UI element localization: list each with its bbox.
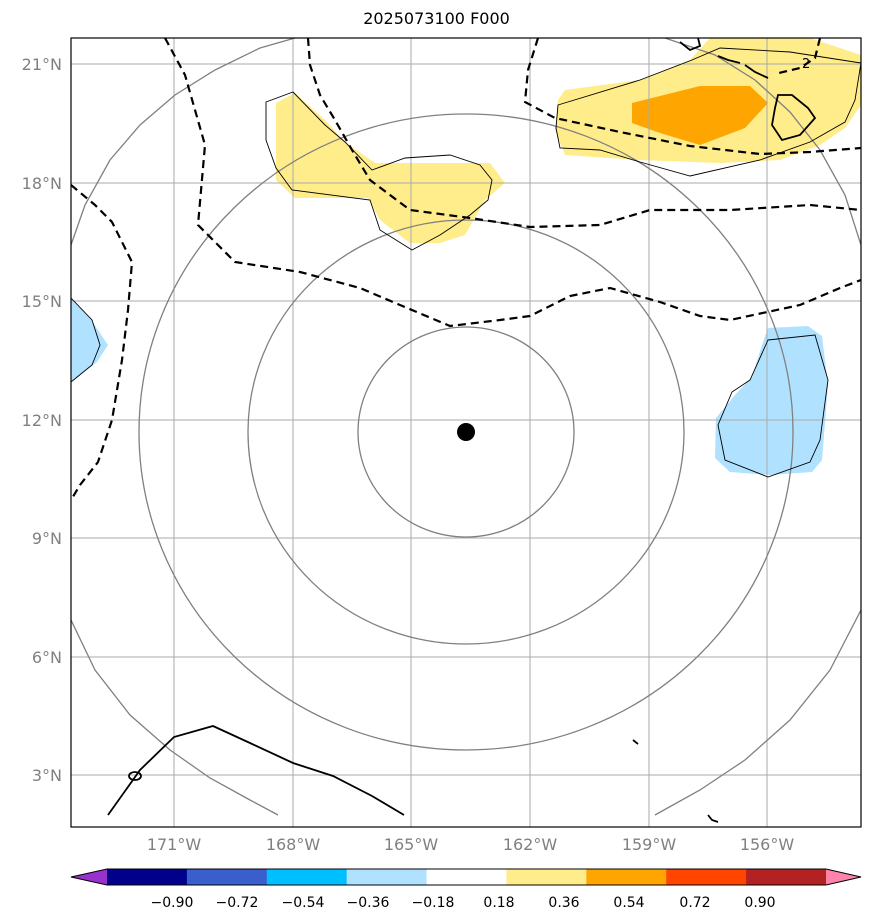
colorbar-tick: −0.72 bbox=[216, 895, 259, 911]
shading-orange-northeast bbox=[632, 86, 768, 145]
range-rings bbox=[71, 38, 861, 816]
map-area: 2 bbox=[71, 38, 861, 827]
latitude-labels: 21°N 18°N 15°N 12°N 9°N 6°N 3°N bbox=[22, 55, 62, 785]
lat-label: 3°N bbox=[32, 766, 62, 785]
lat-label: 18°N bbox=[22, 174, 62, 193]
colorbar-segment bbox=[426, 869, 507, 885]
colorbar-segment bbox=[346, 869, 428, 885]
colorbar-tick: −0.90 bbox=[151, 895, 194, 911]
colorbar-extend-low bbox=[71, 869, 107, 885]
shading-negative-east bbox=[715, 326, 828, 475]
colorbar-tick: 0.54 bbox=[613, 895, 644, 911]
contour-label: 2 bbox=[802, 57, 810, 72]
colorbar-segments bbox=[71, 869, 861, 885]
lat-label: 21°N bbox=[22, 55, 62, 74]
colorbar-tick: 0.72 bbox=[679, 895, 710, 911]
storm-center-marker bbox=[457, 423, 475, 441]
colorbar-tick: −0.18 bbox=[412, 895, 455, 911]
colorbar-segment bbox=[266, 869, 348, 885]
shading-negative-west bbox=[71, 298, 108, 382]
lon-label: 159°W bbox=[622, 835, 677, 854]
lon-label: 162°W bbox=[503, 835, 558, 854]
solid-contours bbox=[107, 38, 817, 823]
longitude-labels: 171°W 168°W 165°W 162°W 159°W 156°W bbox=[147, 835, 795, 854]
colorbar-segment bbox=[586, 869, 667, 885]
shading-positive-west bbox=[276, 93, 505, 243]
lat-label: 6°N bbox=[32, 648, 62, 667]
lat-label: 15°N bbox=[22, 292, 62, 311]
colorbar-segment bbox=[506, 869, 587, 885]
colorbar-segment bbox=[107, 869, 188, 885]
colorbar-tick: −0.36 bbox=[347, 895, 390, 911]
colorbar-segment bbox=[746, 869, 827, 885]
colorbar-tick: 0.36 bbox=[548, 895, 579, 911]
lon-label: 168°W bbox=[266, 835, 321, 854]
thin-contours bbox=[71, 47, 861, 478]
colorbar-extend-high bbox=[826, 869, 861, 885]
colorbar-tick: 0.90 bbox=[744, 895, 775, 911]
lon-label: 171°W bbox=[147, 835, 202, 854]
lat-label: 12°N bbox=[22, 411, 62, 430]
colorbar-segment bbox=[186, 869, 268, 885]
colorbar-tick-labels: −0.90 −0.72 −0.54 −0.36 −0.18 0.18 0.36 … bbox=[151, 895, 776, 911]
colorbar-outline bbox=[70, 868, 862, 886]
colorbar-tick: −0.54 bbox=[282, 895, 325, 911]
colorbar-segment bbox=[666, 869, 747, 885]
lon-label: 165°W bbox=[384, 835, 439, 854]
lon-label: 156°W bbox=[740, 835, 795, 854]
map-frame bbox=[70, 37, 862, 828]
dashed-contours bbox=[71, 38, 861, 501]
map-title: 2025073100 F000 bbox=[363, 9, 510, 28]
colorbar-tick: 0.18 bbox=[483, 895, 514, 911]
lat-label: 9°N bbox=[32, 529, 62, 548]
colorbar: −0.90 −0.72 −0.54 −0.36 −0.18 0.18 0.36 … bbox=[70, 868, 862, 911]
